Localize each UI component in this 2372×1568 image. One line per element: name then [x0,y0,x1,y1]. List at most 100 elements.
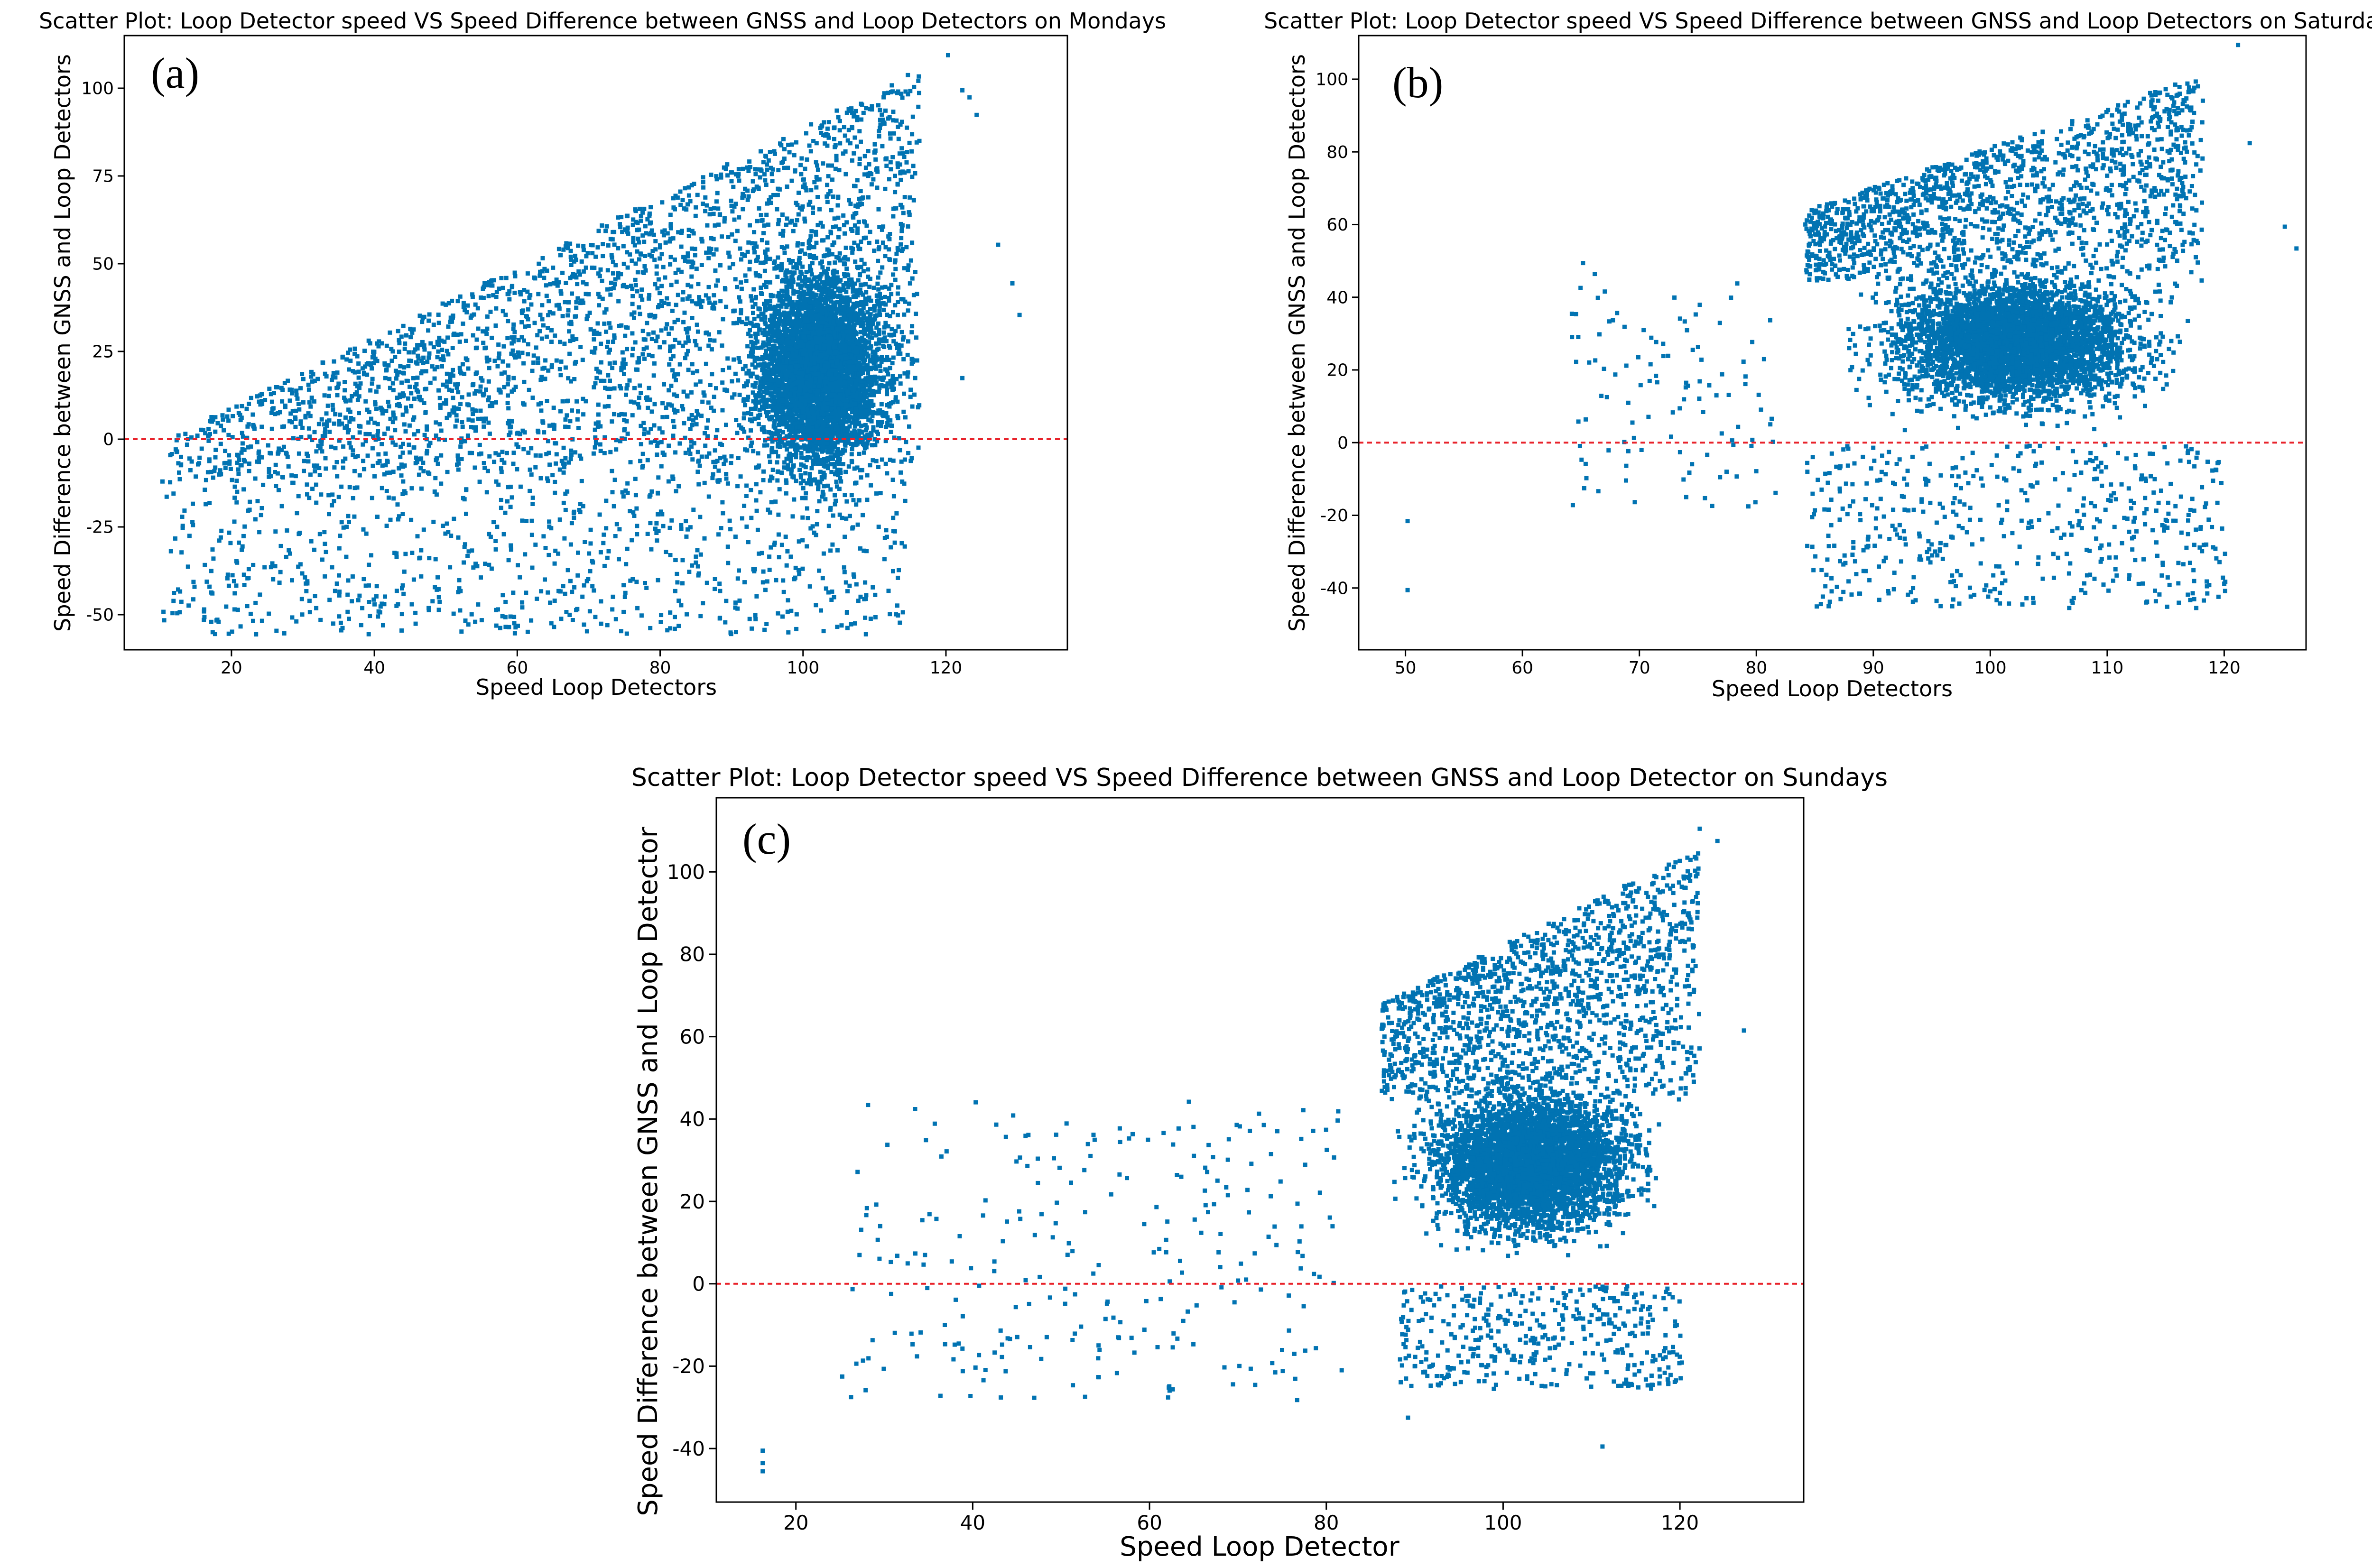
data-point [779,245,784,249]
data-point [604,224,609,229]
data-point [740,320,744,324]
data-point [598,442,602,447]
data-point [856,202,860,207]
data-point [247,469,251,473]
data-point [437,422,442,427]
data-point [585,314,590,318]
data-point [365,372,370,377]
data-point [753,241,758,246]
data-point [880,117,885,122]
data-point [408,384,412,389]
data-point [875,169,880,174]
data-point [199,427,204,432]
data-point [668,236,673,241]
data-point [686,254,690,258]
data-point [748,328,752,332]
data-point [510,419,514,424]
data-point [558,409,563,414]
data-point [423,387,427,392]
data-point [450,388,454,393]
data-point [677,341,682,345]
data-point [538,378,543,382]
data-point [802,216,807,221]
data-point [486,398,491,403]
data-point [711,237,716,241]
data-point [859,240,863,244]
data-point [383,376,388,380]
data-point [669,383,674,388]
data-point [706,400,711,405]
data-point [444,401,448,406]
data-point [486,294,491,298]
data-point [387,377,392,381]
data-point [458,294,463,299]
data-point [309,369,314,374]
data-point [247,401,251,406]
data-point [683,451,688,455]
data-point [888,232,892,236]
data-point [574,337,579,341]
data-point [848,141,852,146]
data-point [849,420,854,425]
data-point [434,458,438,462]
data-point [414,455,418,460]
data-point [825,143,830,148]
data-point [690,370,695,375]
data-point [761,231,766,236]
data-point [630,331,635,336]
data-point [707,300,712,305]
data-point [539,375,544,379]
data-point [852,112,857,117]
data-point [779,143,784,148]
data-point [481,341,486,345]
data-point [888,136,893,141]
data-point [511,461,516,466]
data-point [685,330,690,335]
data-point [526,352,530,357]
data-point [898,162,902,167]
data-point [473,465,477,470]
data-point [291,436,296,441]
data-point [707,250,712,255]
data-point [712,408,716,413]
data-point [643,254,648,258]
data-point [448,379,453,384]
data-point [736,356,741,360]
data-point [618,225,623,230]
data-point [521,447,526,452]
data-point [465,358,470,362]
data-point [848,202,853,206]
data-point [331,407,335,412]
data-point [762,223,767,228]
data-point [710,372,714,377]
data-point [522,288,527,293]
data-point [442,401,446,406]
data-point [470,407,475,412]
data-point [725,356,730,361]
data-point [230,435,235,440]
data-point [662,340,667,345]
data-point [507,289,512,294]
data-point [712,395,716,399]
data-point [652,423,657,428]
data-point [343,388,347,393]
data-point [638,459,643,463]
data-point [677,362,682,367]
data-point [541,420,546,425]
data-point [746,435,751,440]
data-point [375,422,380,426]
data-point [487,454,492,459]
data-point [643,224,648,229]
data-point [857,273,862,277]
data-point [853,184,858,189]
data-point [662,228,667,233]
data-point [308,404,313,409]
data-point [916,445,921,450]
data-point [660,401,665,406]
data-point [606,373,611,378]
data-point [312,399,316,404]
data-point [737,360,742,364]
data-point [697,346,702,351]
data-point [828,230,833,234]
data-point [667,332,671,336]
